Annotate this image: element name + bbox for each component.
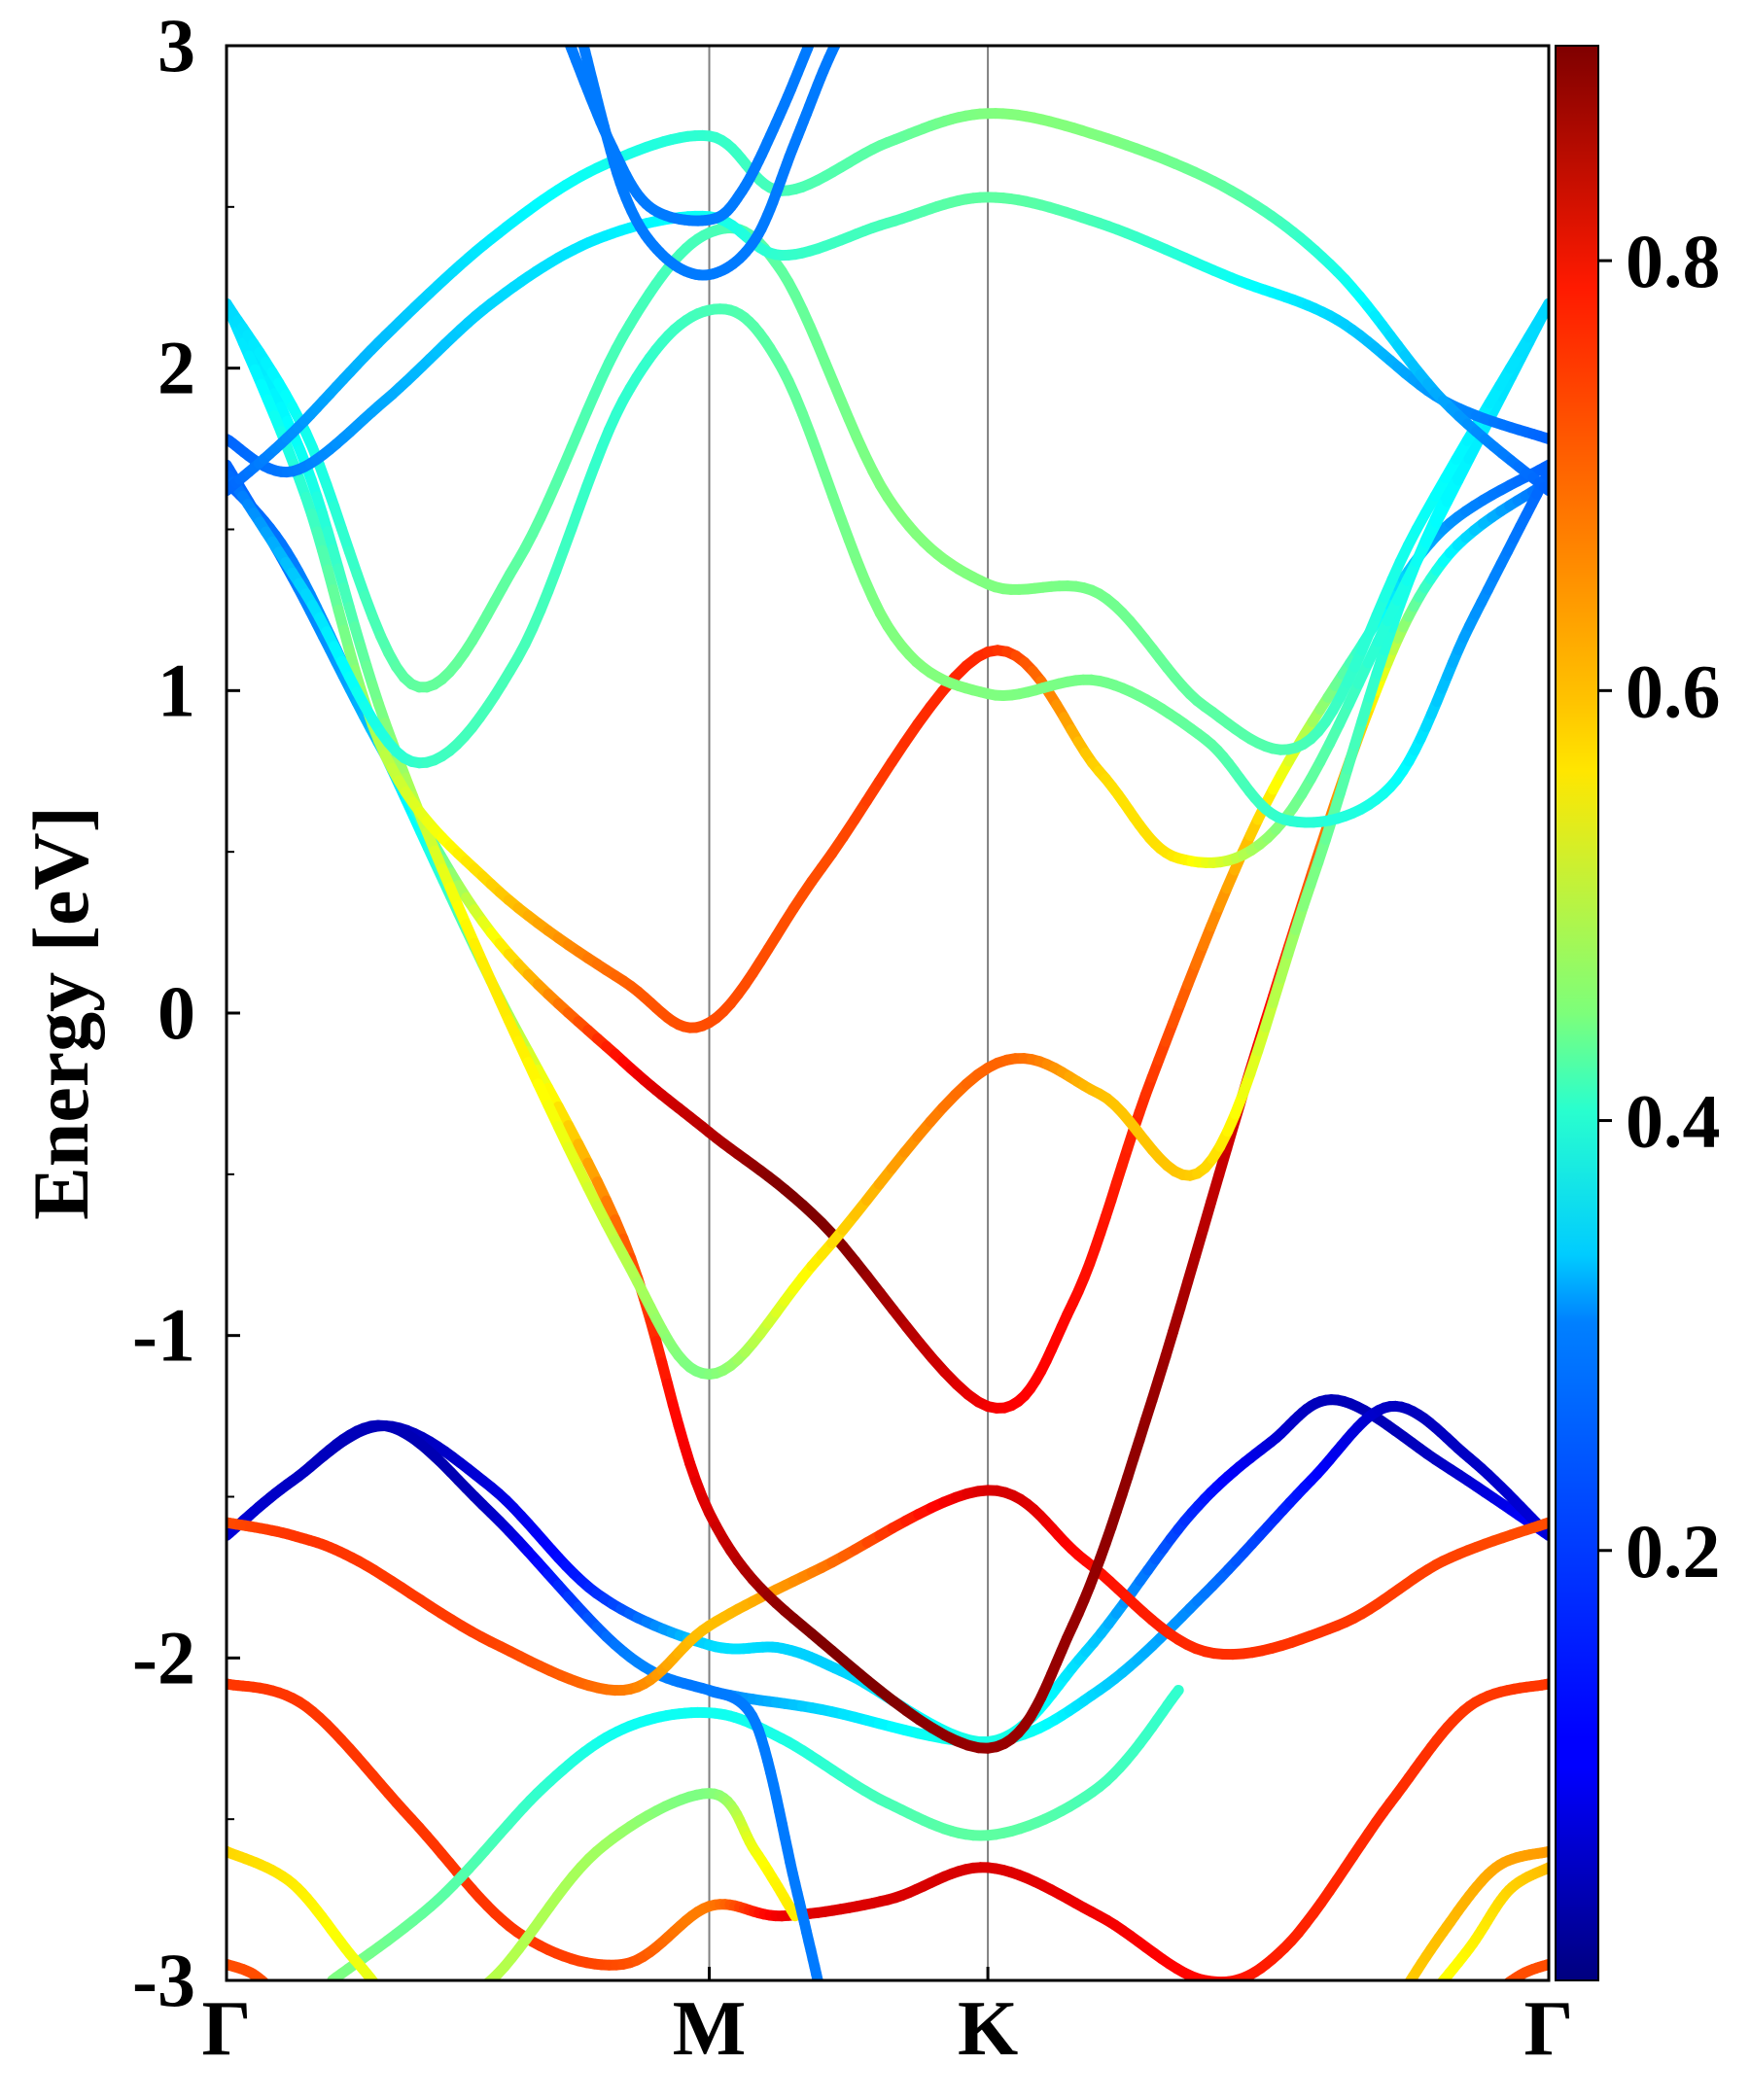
colorbar xyxy=(1555,45,1599,1981)
band-11 xyxy=(227,108,1549,497)
y-axis-ticks: 3 2 1 0 -1 -2 -3 xyxy=(132,3,240,2022)
x-tick-label: K xyxy=(958,1986,1018,2072)
band-13 xyxy=(565,46,815,227)
band-lines xyxy=(227,46,1549,1980)
band-10 xyxy=(227,192,1549,478)
band-19 xyxy=(1436,1862,1549,1980)
band-14 xyxy=(227,1678,1549,1980)
y-axis-label: Energy [eV] xyxy=(17,806,105,1220)
y-tick-label: -2 xyxy=(132,1615,195,1699)
x-tick-label: Γ xyxy=(202,1986,252,2072)
band-16 xyxy=(227,1788,801,1980)
x-tick-label: M xyxy=(673,1986,747,2072)
band-8 xyxy=(227,303,1549,828)
colorbar-tick-label: 0.2 xyxy=(1626,1509,1721,1593)
band-3 xyxy=(227,1485,1549,1697)
y-tick-label: -3 xyxy=(132,1938,195,2022)
band-21 xyxy=(1502,1958,1549,1980)
colorbar-tick-label: 0.6 xyxy=(1626,648,1721,733)
band-5 xyxy=(227,459,1549,1414)
y-tick-label: 1 xyxy=(158,648,195,732)
band-2 xyxy=(227,1400,1549,1748)
colorbar-tick-label: 0.8 xyxy=(1626,219,1721,303)
y-tick-label: -1 xyxy=(132,1293,195,1378)
colorbar-tick-label: 0.4 xyxy=(1626,1079,1721,1164)
x-tick-label: Γ xyxy=(1524,1986,1574,2072)
y-tick-label: 2 xyxy=(158,326,195,410)
colorbar-ticks: 0.2 0.4 0.6 0.8 xyxy=(1598,219,1721,1593)
band-6 xyxy=(227,298,1549,1380)
band-15 xyxy=(327,1685,1184,1980)
y-tick-label: 0 xyxy=(158,970,195,1055)
y-tick-label: 3 xyxy=(158,3,195,88)
high-symmetry-lines xyxy=(708,46,990,1980)
band-17 xyxy=(704,1685,823,1980)
band-18 xyxy=(1404,1845,1549,1980)
band-9 xyxy=(227,223,1549,755)
